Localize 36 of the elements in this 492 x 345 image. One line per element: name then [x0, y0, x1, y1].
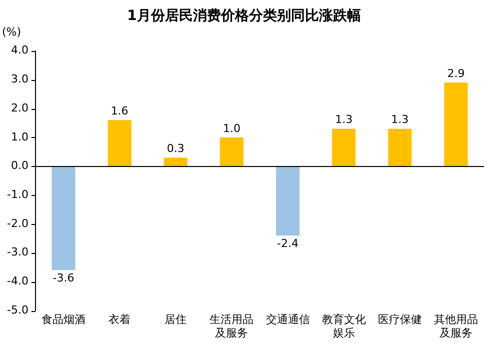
- x-tick-label: 居住: [164, 313, 187, 326]
- data-label: 1.6: [110, 104, 128, 118]
- x-tick-label: 食品烟酒: [41, 313, 86, 326]
- bar: [108, 120, 132, 166]
- data-label: 0.3: [166, 142, 184, 155]
- y-tick-label: -4.0: [6, 274, 28, 288]
- data-label: 1.3: [391, 113, 409, 126]
- bar: [388, 128, 412, 166]
- y-tick-label: -3.0: [6, 246, 28, 259]
- y-tick-label: -5.0: [6, 303, 28, 316]
- bar: [444, 82, 468, 166]
- y-tick-label: 4.0: [10, 44, 28, 57]
- y-tick-label: -2.0: [6, 216, 28, 230]
- chart-title: 1月份居民消费价格分类别同比涨跌幅: [127, 8, 361, 24]
- x-tick-label: 教育文化娱乐: [322, 313, 366, 340]
- bar: [164, 158, 188, 166]
- bar: [220, 137, 244, 166]
- x-tick-label: 其他用品及服务: [434, 313, 478, 340]
- x-tick-label: 衣着: [108, 313, 131, 326]
- data-label: 1.0: [222, 122, 240, 135]
- x-tick-label: 交通通信: [266, 313, 310, 326]
- data-label: 2.9: [447, 66, 465, 80]
- data-label: -2.4: [277, 236, 298, 250]
- bar: [276, 166, 300, 236]
- x-tick-label: 医疗保健: [378, 313, 422, 326]
- y-tick-label: 0.0: [10, 159, 28, 172]
- bar: [52, 166, 76, 270]
- y-tick-label: 1.0: [10, 130, 28, 144]
- data-label: 1.3: [335, 113, 353, 126]
- bar: [332, 128, 356, 166]
- y-tick-label: 3.0: [10, 72, 28, 86]
- y-axis-title: (%): [2, 26, 22, 39]
- y-tick-label: 2.0: [10, 101, 28, 114]
- x-tick-label: 生活用品及服务: [210, 313, 254, 340]
- y-tick-label: -1.0: [6, 188, 28, 201]
- data-label: -3.6: [52, 272, 74, 285]
